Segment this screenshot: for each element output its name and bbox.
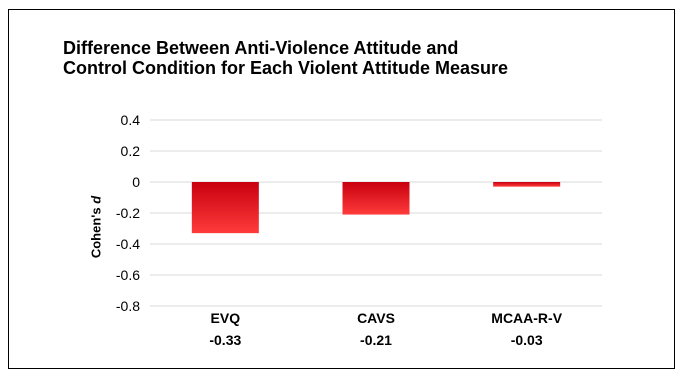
chart-title-line-1: Difference Between Anti-Violence Attitud… xyxy=(63,38,459,58)
y-tick-label: -0.4 xyxy=(116,236,140,252)
y-tick-label: 0.4 xyxy=(121,112,141,128)
y-tick-label: -0.2 xyxy=(116,205,140,221)
chart-title: Difference Between Anti-Violence Attitud… xyxy=(63,38,663,78)
bar-evq xyxy=(191,182,259,234)
chart-frame xyxy=(8,9,675,369)
category-label: MCAA-R-V xyxy=(491,310,562,326)
chart-title-line-2: Control Condition for Each Violent Attit… xyxy=(63,58,509,78)
value-label: -0.21 xyxy=(360,332,392,348)
y-tick-label: 0.2 xyxy=(121,143,141,159)
value-label: -0.03 xyxy=(511,332,543,348)
category-label: CAVS xyxy=(357,310,395,326)
bar-cavs xyxy=(342,182,410,215)
bar-mcaa-r-v xyxy=(493,182,561,187)
y-tick-label: 0 xyxy=(132,174,140,190)
y-tick-label: -0.8 xyxy=(116,298,140,314)
category-label: EVQ xyxy=(211,310,241,326)
y-tick-label: -0.6 xyxy=(116,267,140,283)
value-label: -0.33 xyxy=(209,332,241,348)
